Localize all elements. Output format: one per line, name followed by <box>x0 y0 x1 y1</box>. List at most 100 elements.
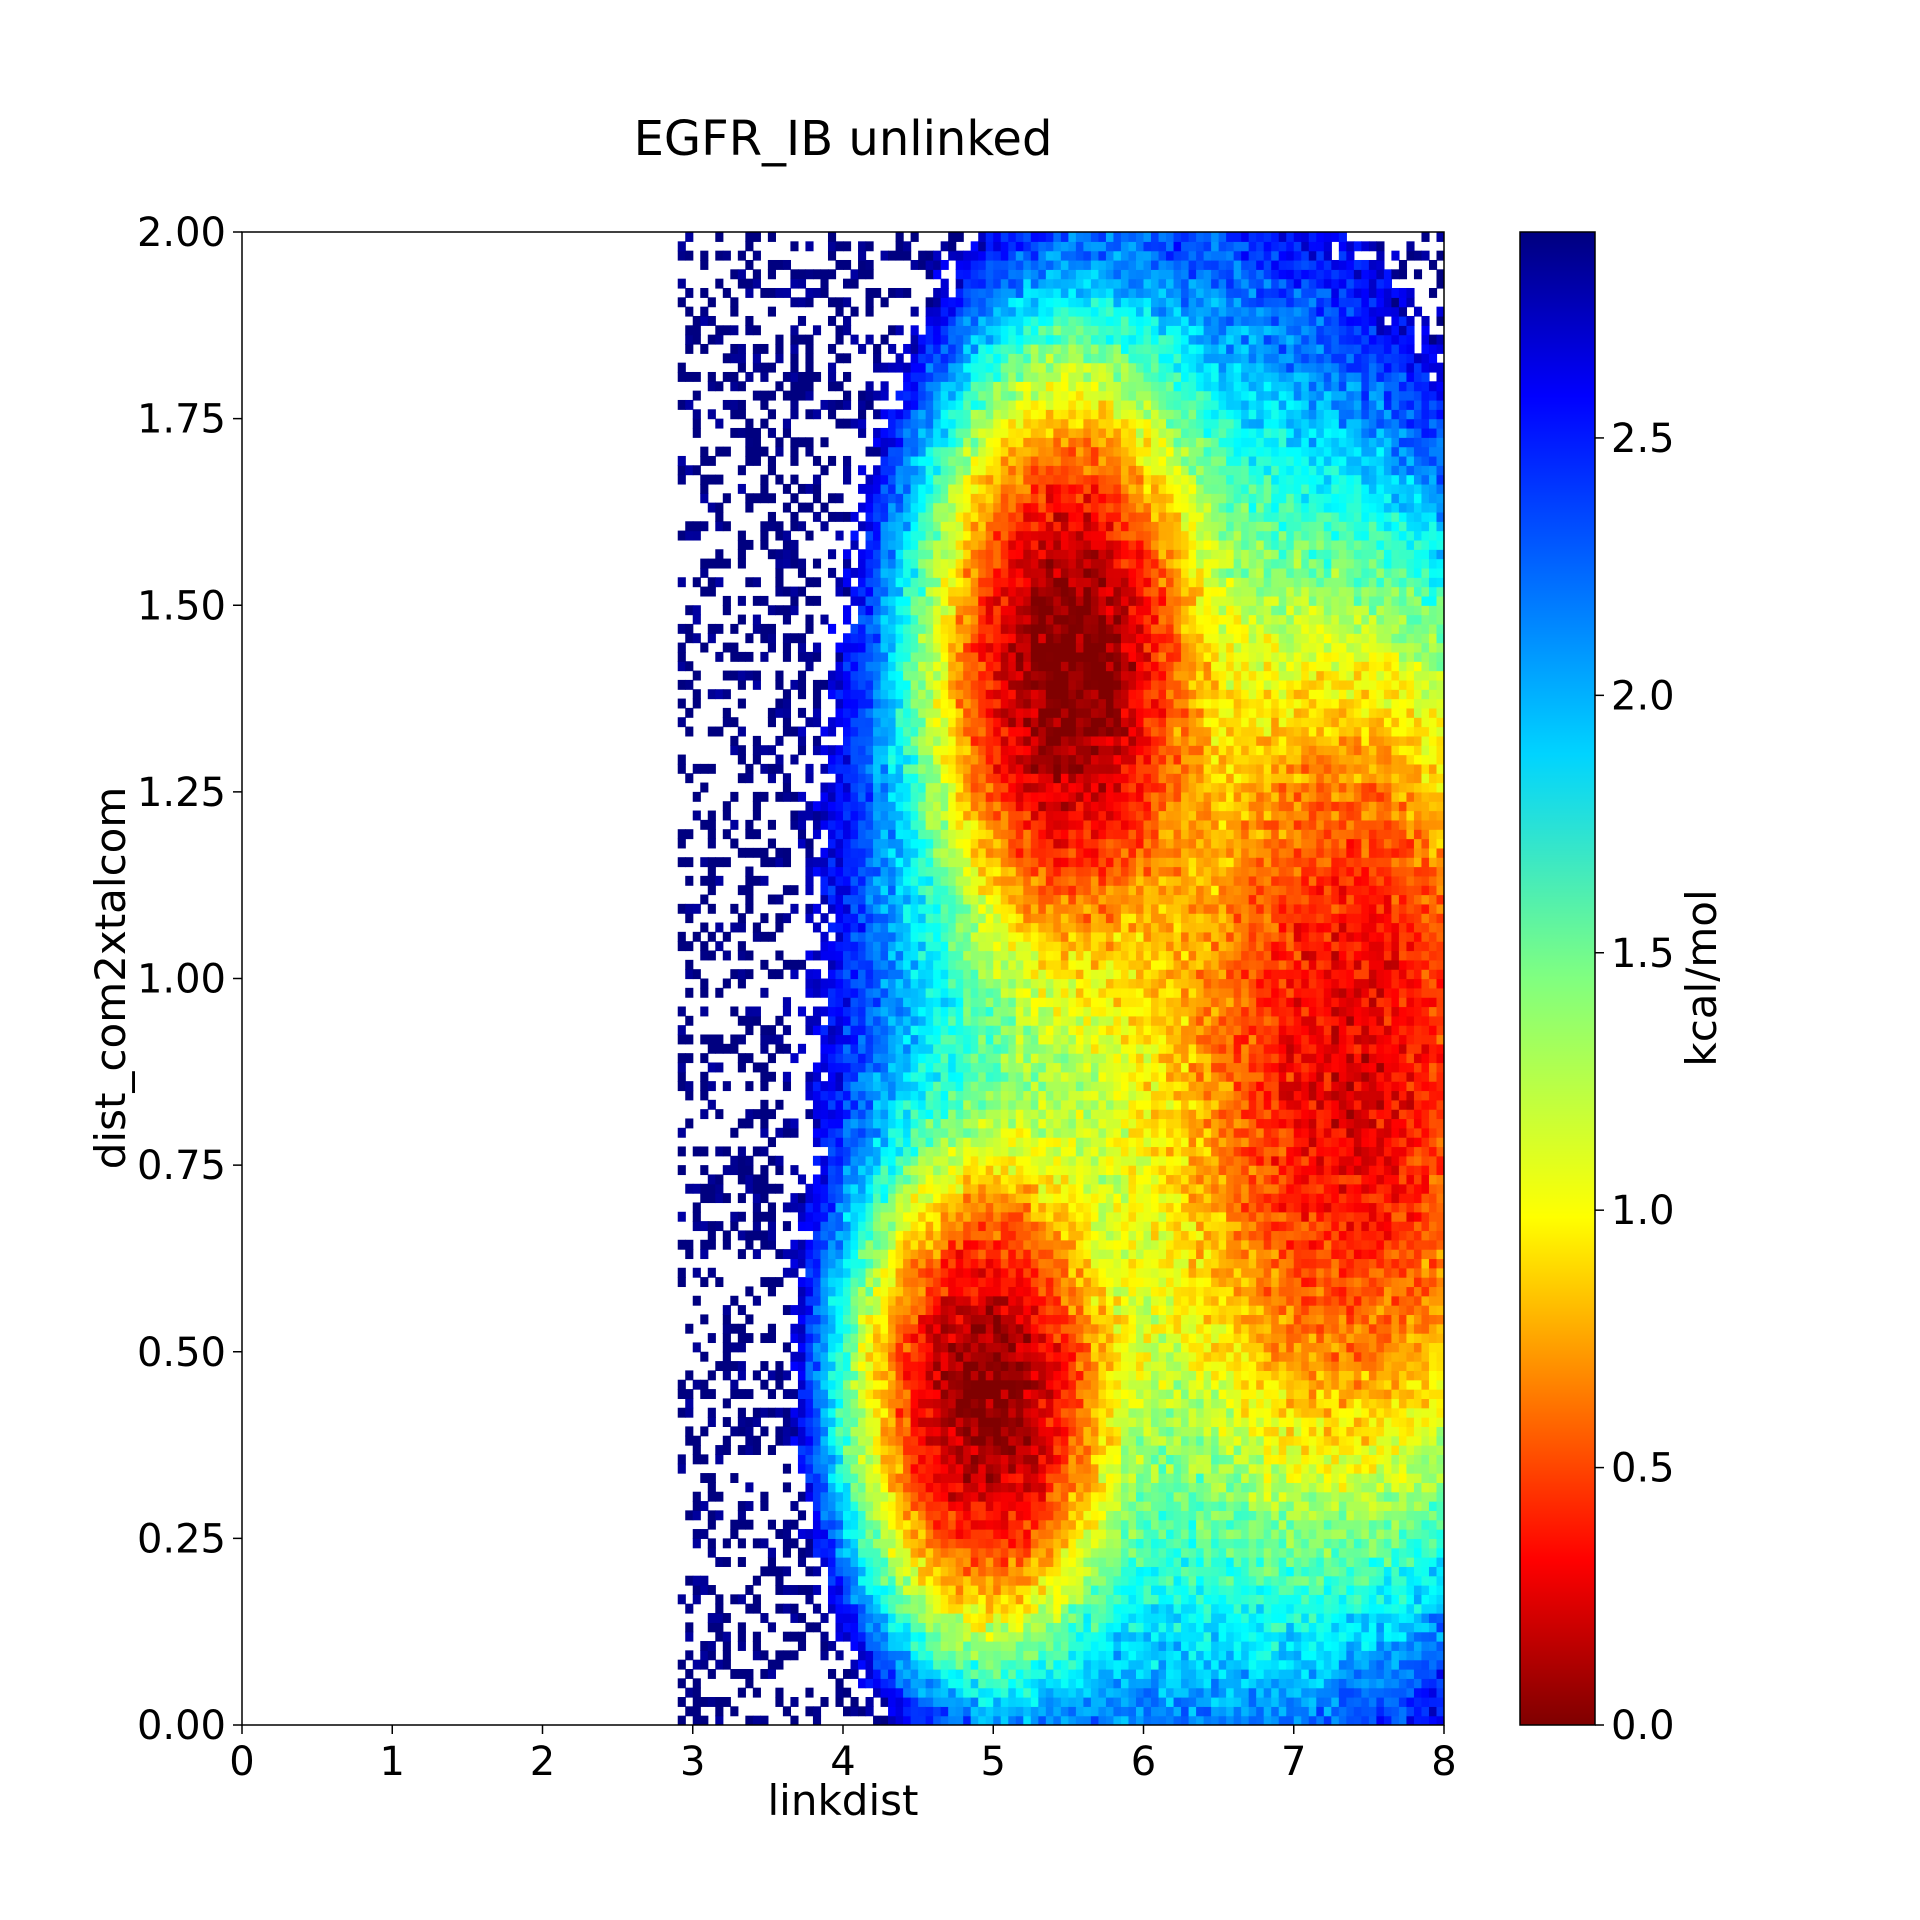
heatmap-cell <box>970 1435 979 1446</box>
heatmap-cell <box>978 1323 987 1334</box>
heatmap-cell <box>812 1454 822 1465</box>
heatmap-cell <box>873 1165 882 1176</box>
heatmap-cell <box>925 269 934 280</box>
heatmap-cell <box>948 1594 957 1605</box>
heatmap-cell <box>955 390 964 401</box>
heatmap-cell <box>700 875 709 886</box>
heatmap-cell <box>1015 1547 1024 1558</box>
heatmap-cell <box>820 465 829 476</box>
heatmap-cell <box>948 250 957 261</box>
heatmap-cell <box>767 1333 776 1344</box>
heatmap-cell <box>722 829 731 840</box>
heatmap-cell <box>850 1258 859 1269</box>
heatmap-cell <box>910 1687 919 1698</box>
heatmap-cell <box>873 969 882 980</box>
heatmap-cell <box>805 381 814 392</box>
heatmap-cell <box>993 1165 1002 1176</box>
heatmap-cell <box>918 577 927 588</box>
heatmap-cell <box>835 334 844 345</box>
heatmap-cell <box>850 1006 859 1017</box>
heatmap-cell <box>948 642 957 653</box>
heatmap-cell <box>835 1267 844 1278</box>
heatmap-cell <box>978 1454 987 1465</box>
heatmap-cell <box>835 1118 844 1129</box>
heatmap-cell <box>1008 1165 1017 1176</box>
heatmap-cell <box>970 334 979 345</box>
heatmap-cell <box>1008 791 1017 802</box>
heatmap-cell <box>918 1407 927 1418</box>
heatmap-cell <box>745 763 754 774</box>
heatmap-cell <box>910 1006 919 1017</box>
heatmap-cell <box>722 717 731 728</box>
heatmap-cell <box>745 1006 754 1017</box>
heatmap-cell <box>993 1342 1002 1353</box>
heatmap-cell <box>888 1295 897 1306</box>
heatmap-cell <box>820 1249 829 1260</box>
heatmap-cell <box>1008 325 1017 336</box>
heatmap-cell <box>850 1379 859 1390</box>
heatmap-cell <box>963 1510 972 1521</box>
heatmap-cell <box>903 1613 912 1623</box>
heatmap-cell <box>760 418 769 429</box>
heatmap-cell <box>895 1034 904 1045</box>
heatmap-cell <box>963 493 972 504</box>
heatmap-cell <box>925 1193 934 1204</box>
heatmap-cell <box>775 1127 784 1138</box>
heatmap-cell <box>940 381 949 392</box>
heatmap-cell <box>835 1389 844 1400</box>
heatmap-cell <box>827 950 837 961</box>
heatmap-cell <box>895 465 904 476</box>
heatmap-cell <box>895 1566 904 1577</box>
heatmap-cell <box>1000 1715 1009 1725</box>
heatmap-cell <box>910 1221 919 1232</box>
heatmap-cell <box>1000 1109 1009 1120</box>
heatmap-cell <box>963 642 972 653</box>
heatmap-cell <box>722 493 731 504</box>
heatmap-cell <box>858 661 867 672</box>
heatmap-cell <box>1008 1641 1017 1651</box>
heatmap-cell <box>903 362 912 373</box>
heatmap-cell <box>685 287 694 298</box>
heatmap-cell <box>940 773 949 784</box>
heatmap-cell <box>933 1594 942 1605</box>
heatmap-cell <box>820 1211 829 1222</box>
heatmap-cell <box>903 633 912 644</box>
heatmap-cell <box>933 987 942 998</box>
heatmap-cell <box>978 1090 987 1101</box>
heatmap-cell <box>948 1267 957 1278</box>
heatmap-cell <box>790 903 799 914</box>
heatmap-cell <box>835 810 844 821</box>
heatmap-cell <box>760 1613 769 1623</box>
heatmap-cell <box>797 483 807 494</box>
heatmap-cell <box>955 325 964 336</box>
heatmap-cell <box>707 577 716 588</box>
heatmap-cell <box>700 1053 709 1064</box>
heatmap-cell <box>745 1314 754 1325</box>
heatmap-cell <box>820 1295 829 1306</box>
heatmap-cell <box>940 1071 949 1082</box>
heatmap-cell <box>963 1370 972 1381</box>
heatmap-cell <box>1000 735 1009 746</box>
heatmap-cell <box>722 801 731 812</box>
heatmap-cell <box>685 969 694 980</box>
heatmap-cell <box>970 1137 979 1148</box>
heatmap-cell <box>873 1043 882 1054</box>
heatmap-cell <box>895 1071 904 1082</box>
heatmap-cell <box>970 1202 979 1213</box>
heatmap-cell <box>1015 1659 1024 1670</box>
heatmap-cell <box>858 1109 867 1120</box>
heatmap-cell <box>978 847 987 858</box>
heatmap-cell <box>925 1118 934 1129</box>
heatmap-cell <box>955 605 964 616</box>
heatmap-cell <box>918 791 927 802</box>
heatmap-cell <box>910 474 919 485</box>
heatmap-cell <box>865 287 874 298</box>
heatmap-cell <box>775 287 784 298</box>
heatmap-cell <box>903 1650 912 1661</box>
heatmap-cell <box>1008 1277 1017 1288</box>
heatmap-cell <box>707 866 716 877</box>
heatmap-cell <box>1015 1603 1024 1614</box>
heatmap-cell <box>835 922 844 933</box>
heatmap-cell <box>782 1202 792 1213</box>
heatmap-cell <box>903 567 912 578</box>
